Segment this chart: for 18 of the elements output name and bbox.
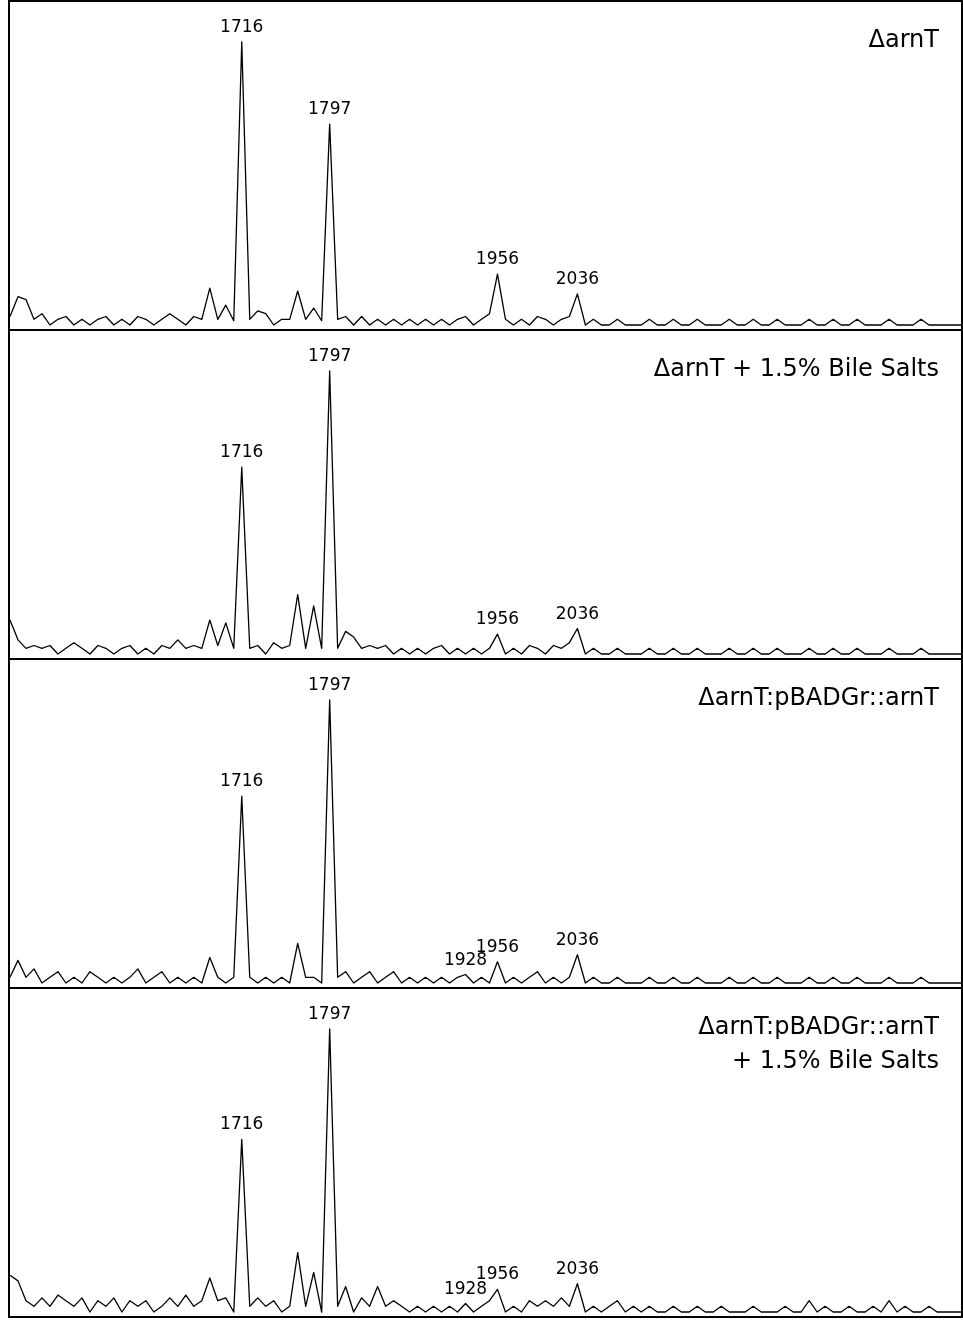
annotation: 1797: [308, 1003, 352, 1023]
annotation: 1956: [475, 608, 520, 629]
annotation: 2036: [555, 1257, 600, 1278]
chart-title: ΔarnT + 1.5% Bile Salts: [653, 353, 939, 384]
annotation: 2036: [555, 602, 600, 623]
annotation: 2036: [555, 267, 600, 288]
chart-title: ΔarnT:pBADGr::arnT + 1.5% Bile Salts: [698, 1011, 939, 1076]
annotation: 1716: [220, 770, 264, 791]
chart-title: ΔarnT: [868, 24, 939, 55]
annotation: 1797: [308, 674, 352, 694]
chart-title: ΔarnT:pBADGr::arnT: [698, 682, 939, 713]
annotation: 1797: [308, 98, 352, 119]
annotation: 2036: [555, 928, 600, 949]
annotation: 1716: [220, 16, 264, 36]
annotation: 1797: [308, 345, 352, 365]
annotation: 1956: [475, 248, 520, 269]
annotation: 1716: [220, 1113, 264, 1134]
annotation: 1716: [220, 441, 264, 462]
